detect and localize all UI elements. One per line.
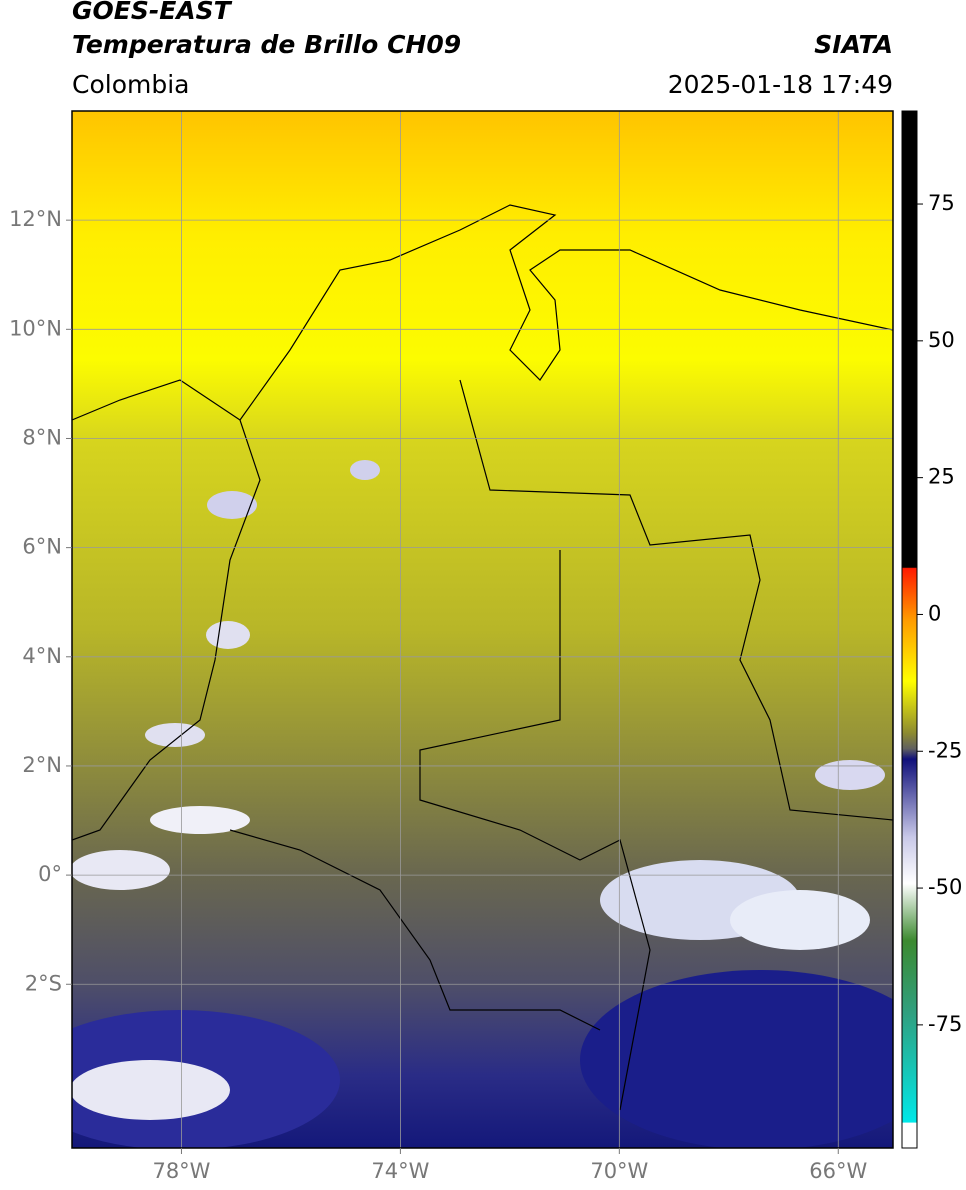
y-tick-label: 2°S [25, 971, 62, 995]
x-tick-label: 70°W [590, 1159, 648, 1183]
region: Colombia [72, 70, 189, 99]
colorbar-tick-label: 25 [928, 465, 955, 489]
subtitle: Temperatura de Brillo CH09 [72, 30, 461, 59]
graticule [72, 111, 893, 1148]
y-tick-label: 10°N [9, 316, 62, 340]
datetime: 2025-01-18 17:49 [668, 70, 893, 99]
colorbar-tick-label: 75 [928, 191, 955, 215]
title: GOES-EAST [72, 0, 233, 25]
x-tick-label: 74°W [371, 1159, 429, 1183]
source: SIATA [814, 30, 893, 59]
y-tick-label: 6°N [22, 535, 62, 559]
y-tick-label: 0° [38, 862, 62, 886]
x-tick-label: 78°W [152, 1159, 210, 1183]
colorbar-tick-label: -25 [928, 738, 962, 762]
x-tick-label: 66°W [809, 1159, 867, 1183]
colorbar-tick-label: 50 [928, 328, 955, 352]
y-tick-label: 8°N [22, 425, 62, 449]
satellite-image [72, 111, 893, 1148]
y-tick-label: 2°N [22, 753, 62, 777]
colorbar-tick-label: 0 [928, 601, 941, 625]
colorbar-tick-label: -75 [928, 1012, 962, 1036]
map-frame [71, 110, 894, 1149]
y-tick-label: 4°N [22, 644, 62, 668]
colorbar [901, 110, 918, 1149]
colorbar-tick-label: -50 [928, 875, 962, 899]
y-tick-label: 12°N [9, 207, 62, 231]
